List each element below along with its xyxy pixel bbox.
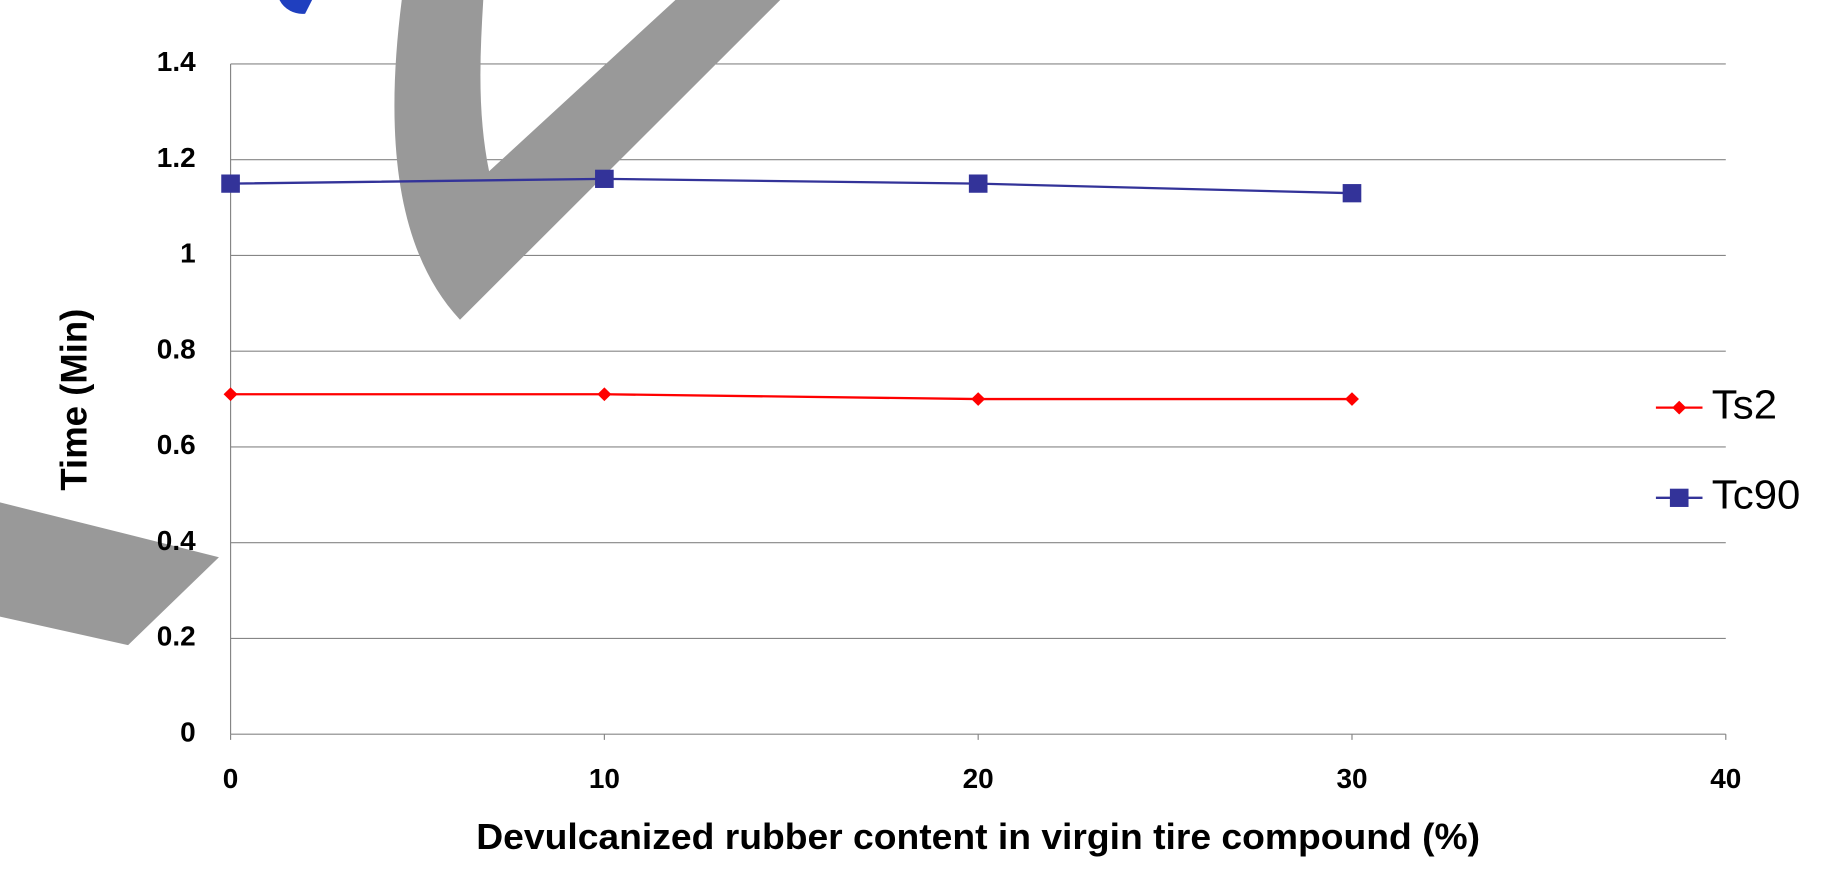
- marker: [971, 392, 985, 406]
- legend-label: Ts2: [1712, 381, 1777, 428]
- legend-marker: [1672, 401, 1686, 415]
- marker: [597, 387, 611, 401]
- y-tick-label: 1.4: [157, 46, 196, 77]
- legend-marker: [1670, 489, 1689, 507]
- series-line: [231, 179, 1352, 193]
- y-axis-title: Time (Min): [53, 309, 94, 491]
- page: {"chart_data": {"type": "line", "x_label…: [0, 0, 1826, 886]
- series-line: [231, 394, 1352, 399]
- y-tick-label: 0.4: [157, 525, 196, 556]
- y-tick-label: 1.2: [157, 142, 196, 173]
- y-tick-label: 0.6: [157, 429, 196, 460]
- x-axis-title: Devulcanized rubber content in virgin ti…: [476, 816, 1480, 857]
- x-tick-label: 0: [223, 763, 239, 794]
- chart-area: 0 0.2 0.4 0.6 0.8 1 1.2 1.4 0 10 20 30 40 Ts2 Tc90 Dev…: [0, 0, 1800, 857]
- marker: [1343, 184, 1362, 202]
- y-tick-label: 0: [180, 717, 196, 748]
- marker: [595, 170, 614, 188]
- chart: 0 0.2 0.4 0.6 0.8 1 1.2 1.4 0 10 20 30 40 Ts2 Tc90 Dev…: [0, 0, 1826, 886]
- x-tick-label: 30: [1336, 763, 1367, 794]
- y-tick-label: 0.8: [157, 334, 196, 365]
- y-tick-label: 0.2: [157, 621, 196, 652]
- marker: [969, 174, 988, 192]
- decoration: [279, 0, 312, 14]
- marker: [224, 387, 238, 401]
- marker: [221, 174, 240, 192]
- y-tick-label: 1: [180, 238, 196, 269]
- legend-label: Tc90: [1712, 471, 1801, 518]
- x-tick-label: 20: [963, 763, 994, 794]
- x-tick-label: 40: [1710, 763, 1741, 794]
- x-tick-label: 10: [589, 763, 620, 794]
- marker: [1345, 392, 1359, 406]
